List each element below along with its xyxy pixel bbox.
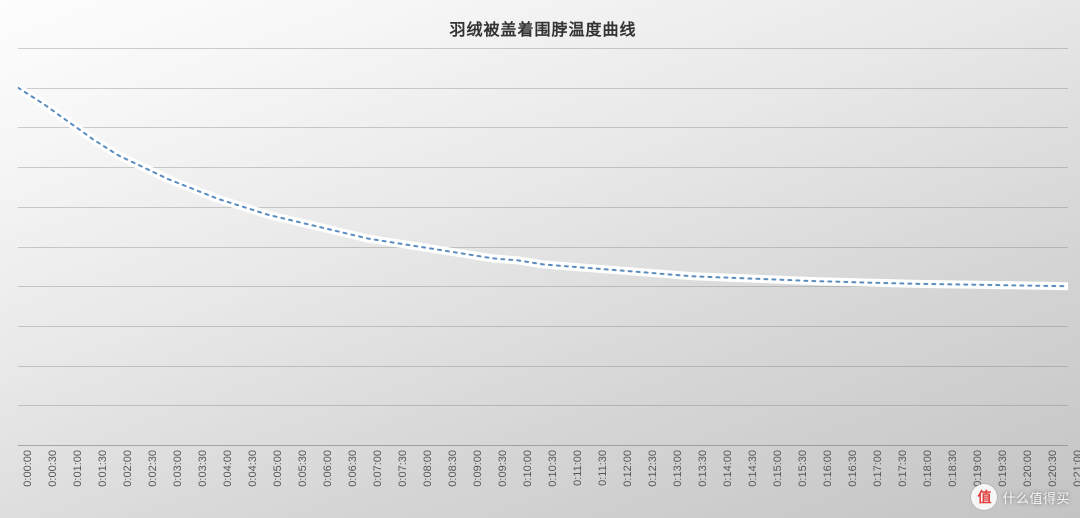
x-tick-label: 0:11:00 (572, 450, 584, 486)
x-tick-label: 0:08:30 (447, 450, 459, 487)
x-tick-label: 0:20:00 (1022, 450, 1034, 487)
x-tick-label: 0:07:00 (372, 450, 384, 487)
watermark-text: 什么值得买 (1002, 488, 1070, 507)
x-tick-label: 0:12:30 (647, 450, 659, 487)
x-tick-label: 0:16:30 (847, 450, 859, 487)
series-line (18, 88, 1068, 287)
x-tick-label: 0:19:30 (997, 450, 1009, 487)
series-svg (18, 48, 1068, 445)
x-tick-label: 0:17:30 (897, 450, 909, 487)
x-tick-label: 0:01:00 (72, 450, 84, 487)
x-tick-label: 0:00:00 (22, 450, 34, 487)
chart-container: 羽绒被盖着围脖温度曲线 0:00:00 0:00:30 0:01:00 0:01:30… (0, 0, 1080, 518)
x-tick-label: 0:14:30 (747, 450, 759, 487)
x-tick-label: 0:16:00 (822, 450, 834, 487)
x-tick-label: 0:08:00 (422, 450, 434, 487)
x-tick-label: 0:17:00 (872, 450, 884, 487)
x-tick-label: 0:03:30 (197, 450, 209, 487)
x-tick-label: 0:06:30 (347, 450, 359, 487)
x-tick-label: 0:20:30 (1047, 450, 1059, 487)
x-tick-label: 0:15:30 (797, 450, 809, 487)
x-tick-label: 0:00:30 (47, 450, 59, 487)
x-tick-label: 0:01:30 (97, 450, 109, 487)
x-tick-label: 0:03:00 (172, 450, 184, 487)
x-tick-label: 0:07:30 (397, 450, 409, 487)
x-tick-label: 0:06:00 (322, 450, 334, 487)
x-axis: 0:00:00 0:00:30 0:01:00 0:01:30 0:02:00 0:02:… (18, 446, 1068, 516)
x-tick-label: 0:09:30 (497, 450, 509, 487)
x-tick-label: 0:11:30 (597, 450, 609, 486)
x-tick-label: 0:13:30 (697, 450, 709, 487)
x-tick-label: 0:09:00 (472, 450, 484, 487)
x-tick-label: 0:18:00 (922, 450, 934, 487)
x-tick-label: 0:10:30 (547, 450, 559, 487)
x-tick-label: 0:12:00 (622, 450, 634, 487)
series-halo (18, 88, 1068, 287)
x-tick-label: 0:02:00 (122, 450, 134, 487)
watermark-badge: 值 (971, 484, 997, 510)
x-tick-label: 0:19:00 (972, 450, 984, 487)
x-tick-label: 0:15:00 (772, 450, 784, 487)
x-tick-label: 0:05:30 (297, 450, 309, 487)
x-tick-label: 0:18:30 (947, 450, 959, 487)
chart-title: 羽绒被盖着围脖温度曲线 (18, 12, 1068, 48)
x-tick-label: 0:21:00 (1072, 450, 1080, 487)
x-tick-label: 0:05:00 (272, 450, 284, 487)
x-tick-label: 0:04:00 (222, 450, 234, 487)
x-tick-label: 0:13:00 (672, 450, 684, 487)
x-tick-label: 0:14:00 (722, 450, 734, 487)
x-tick-label: 0:10:00 (522, 450, 534, 487)
x-tick-label: 0:04:30 (247, 450, 259, 487)
watermark: 值 什么值得买 (971, 484, 1070, 510)
plot-area (18, 48, 1068, 446)
x-tick-label: 0:02:30 (147, 450, 159, 487)
